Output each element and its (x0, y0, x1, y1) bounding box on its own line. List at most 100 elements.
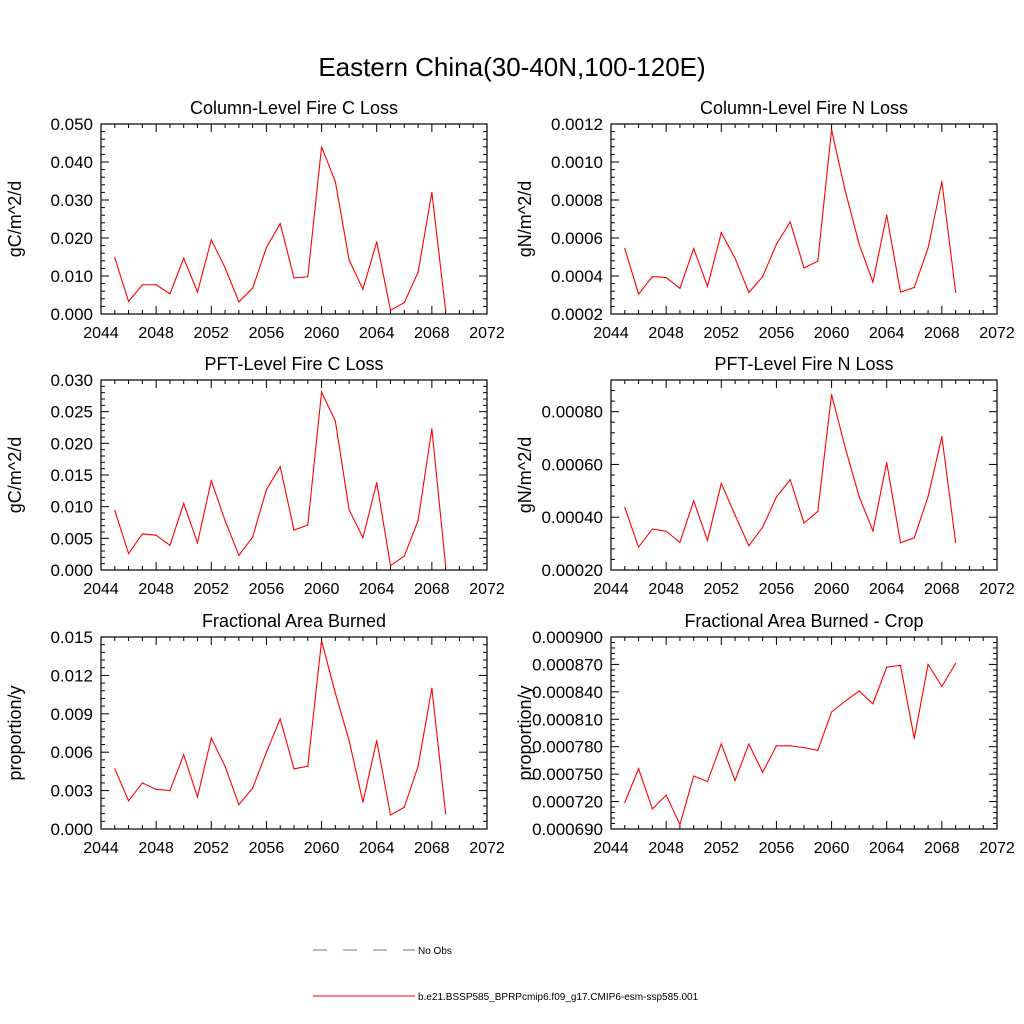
data-point (141, 782, 143, 784)
y-tick-label: 0.020 (50, 229, 93, 248)
panel-title: Fractional Area Burned - Crop (684, 611, 923, 631)
data-point (734, 257, 736, 259)
data-point (830, 129, 833, 131)
data-point (941, 180, 943, 183)
y-tick-label: 0.00020 (542, 561, 603, 580)
plot-frame (610, 379, 998, 571)
panel-title: Fractional Area Burned (202, 611, 386, 631)
data-point (720, 232, 722, 234)
y-tick-label: 0.0006 (551, 229, 603, 248)
y-axis-label: gN/m^2/d (515, 181, 535, 257)
data-point (183, 257, 185, 259)
data-point (224, 765, 226, 767)
y-tick-label: 0.000 (50, 820, 93, 839)
series-line (624, 129, 957, 296)
plot-frame (100, 379, 488, 571)
data-point (238, 554, 240, 557)
data-point (389, 564, 392, 567)
panel-title: PFT-Level Fire C Loss (204, 354, 383, 374)
x-tick-label: 2052 (703, 325, 739, 342)
data-point (307, 524, 309, 526)
legend: No Obs b.e21.BSSP585_BPRPcmip6.f09_g17.CM… (313, 946, 699, 1003)
y-axis-label: gC/m^2/d (5, 437, 25, 513)
x-tick-label: 2048 (648, 325, 684, 342)
y-tick-label: 0.040 (50, 153, 93, 172)
data-point (955, 541, 957, 543)
x-tick-label: 2068 (924, 325, 960, 342)
series-line (624, 662, 957, 826)
data-point (114, 509, 116, 512)
y-tick-label: 0.010 (50, 267, 93, 286)
chart-panel-2: Column-Level Fire N Loss gN/m^2/d 2044 2048… (515, 98, 1015, 342)
data-point (320, 146, 323, 148)
x-tick-label: 2048 (648, 581, 684, 598)
chart-panel-4: PFT-Level Fire N Loss gN/m^2/d 2044 2048 205… (515, 354, 1015, 598)
data-point (155, 284, 157, 286)
y-tick-label: 0.000810 (532, 710, 603, 729)
series-line (624, 394, 957, 549)
data-point (389, 814, 392, 816)
x-tick-label: 2060 (814, 581, 850, 598)
data-point (844, 700, 846, 702)
x-tick-label: 2052 (703, 581, 739, 598)
data-point (624, 801, 626, 804)
data-point (307, 765, 309, 767)
data-point (293, 768, 295, 770)
x-tick-label: 2048 (648, 840, 684, 857)
plot-frame (100, 123, 488, 315)
x-tick-label: 2068 (414, 581, 450, 598)
data-point (114, 257, 116, 259)
data-point (858, 496, 860, 498)
x-tick-label: 2068 (414, 325, 450, 342)
data-point (720, 743, 722, 745)
data-point (624, 247, 626, 250)
x-tick-label: 2060 (304, 581, 340, 598)
data-point (445, 565, 447, 567)
y-tick-label: 0.000 (50, 561, 93, 580)
data-point (817, 510, 819, 513)
data-point (651, 808, 653, 810)
y-tick-label: 0.00080 (542, 403, 603, 422)
y-axis-label: proportion/y (515, 685, 535, 780)
x-tick-label: 2072 (469, 581, 505, 598)
data-point (872, 281, 874, 283)
data-point (886, 214, 888, 216)
data-point (872, 530, 874, 532)
panel-title: Column-Level Fire C Loss (190, 98, 398, 118)
data-point (665, 530, 667, 532)
y-tick-label: 0.000690 (532, 820, 603, 839)
data-point (376, 241, 378, 243)
data-point (334, 181, 336, 183)
data-point (913, 737, 915, 740)
data-point (210, 239, 212, 241)
data-point (279, 466, 281, 468)
data-point (899, 542, 902, 544)
data-point (445, 813, 447, 815)
chart-panel-6: Fractional Area Burned - Crop proportion/… (515, 611, 1015, 857)
data-point (265, 246, 268, 249)
x-tick-label: 2052 (703, 840, 739, 857)
data-point (114, 768, 116, 770)
data-point (376, 482, 378, 484)
data-point (362, 537, 364, 539)
y-tick-label: 0.0012 (551, 115, 603, 134)
plot-frame (100, 636, 488, 830)
y-tick-label: 0.006 (50, 743, 93, 762)
data-point (265, 751, 268, 753)
y-tick-label: 0.0010 (551, 153, 603, 172)
data-point (762, 275, 764, 278)
y-tick-label: 0.000870 (532, 655, 603, 674)
data-point (431, 428, 433, 430)
data-point (748, 743, 750, 745)
data-point (886, 666, 888, 668)
x-tick-label: 2060 (304, 840, 340, 857)
data-point (155, 534, 157, 536)
data-point (927, 247, 929, 249)
data-point (693, 775, 695, 777)
x-tick-label: 2048 (138, 840, 174, 857)
data-point (389, 309, 392, 311)
y-tick-label: 0.000 (50, 305, 93, 324)
data-point (196, 291, 199, 293)
data-point (830, 393, 833, 396)
